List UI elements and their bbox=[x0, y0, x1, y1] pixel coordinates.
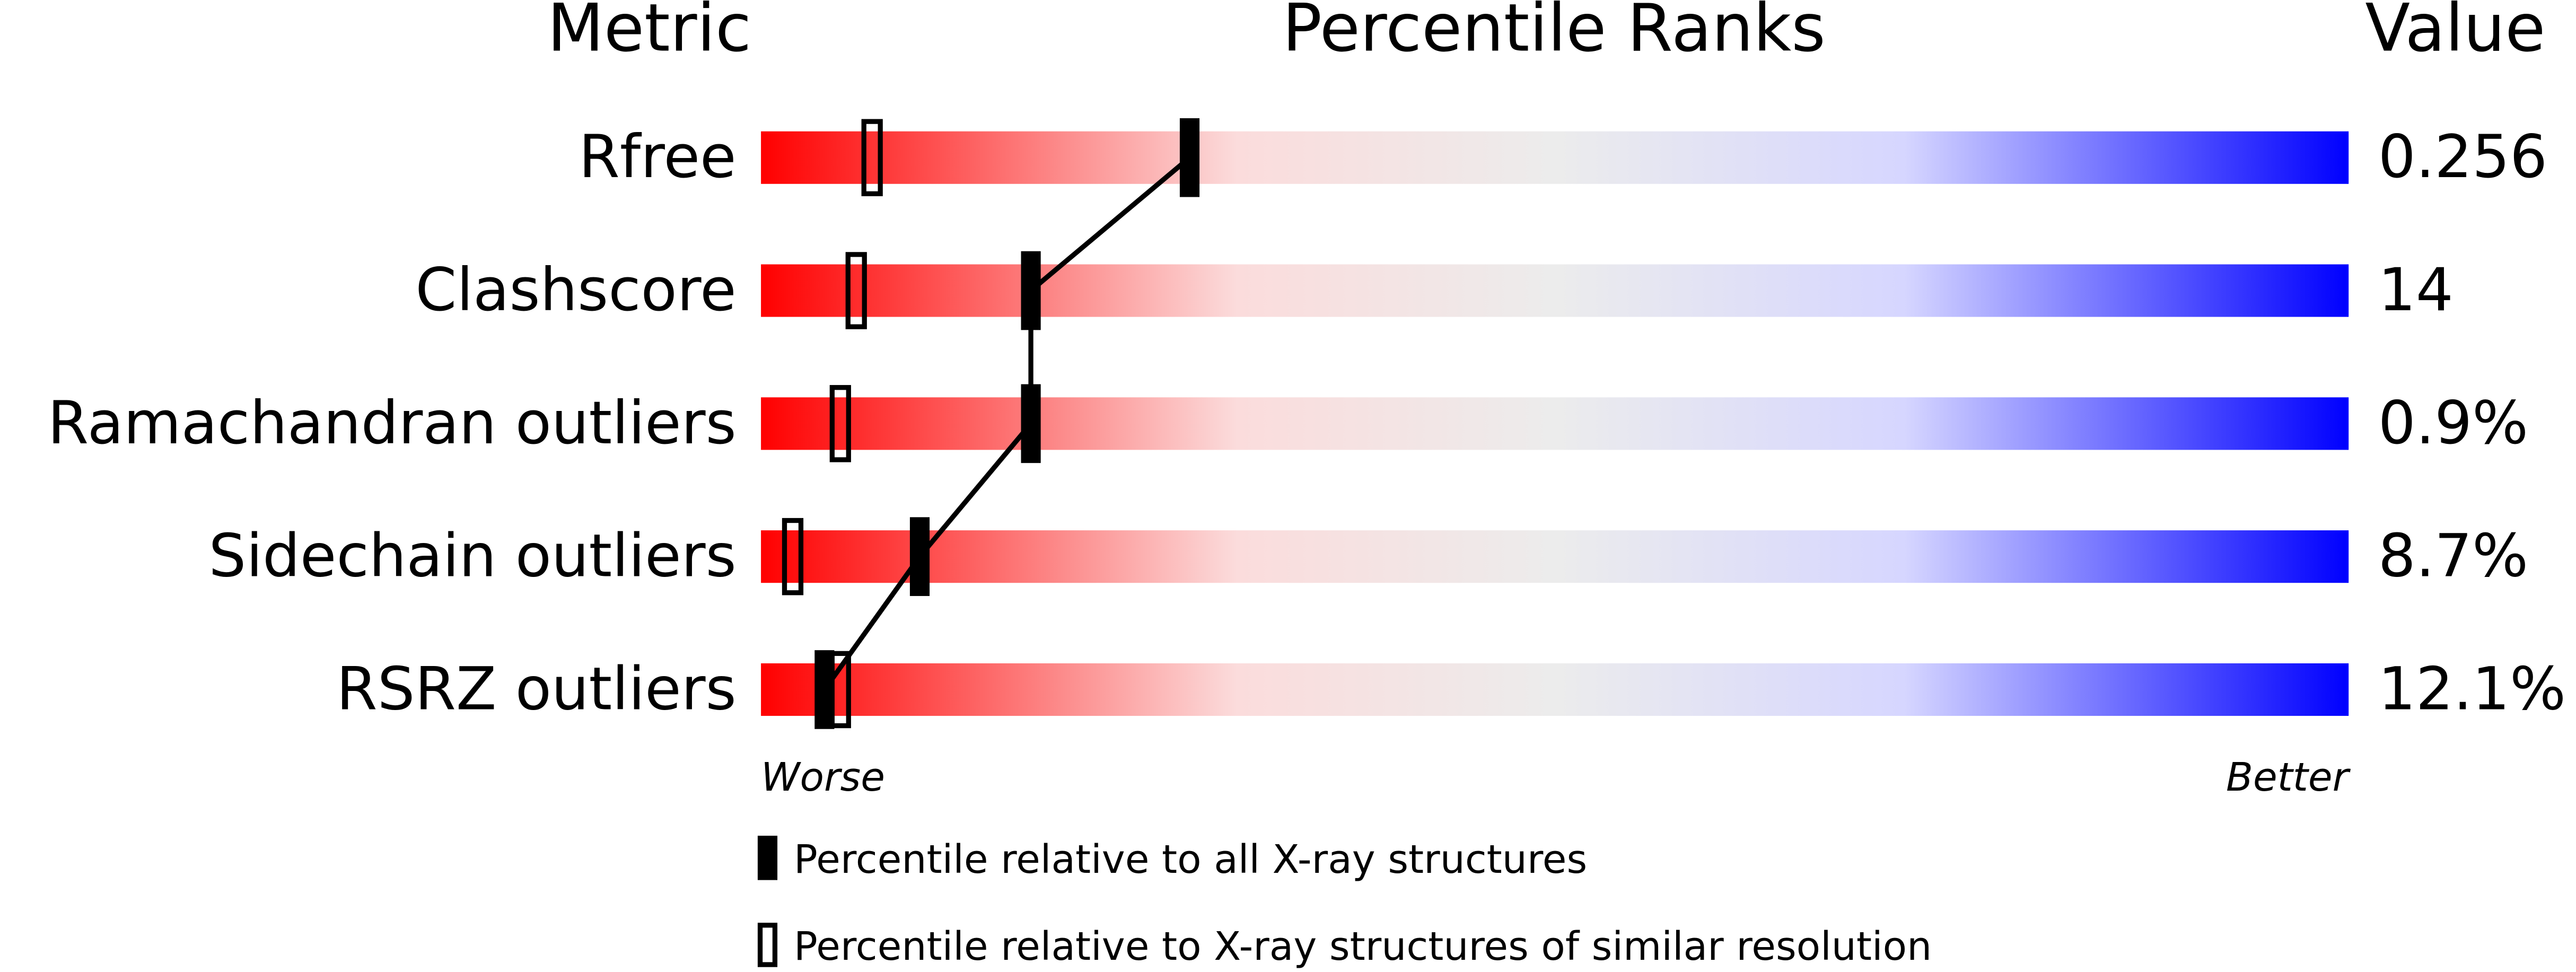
metric-label: Rfree bbox=[579, 123, 736, 191]
percentile-bar bbox=[761, 264, 2349, 317]
relative-marker bbox=[782, 518, 804, 596]
relative-marker bbox=[845, 252, 867, 329]
absolute-marker bbox=[1021, 384, 1041, 463]
chart-title: Percentile Ranks bbox=[1282, 0, 1825, 67]
relative-marker bbox=[861, 119, 883, 197]
absolute-marker bbox=[909, 517, 930, 596]
x-high-label: Better bbox=[2226, 754, 2351, 800]
percentile-bar bbox=[761, 663, 2349, 716]
metric-label: Ramachandran outliers bbox=[48, 389, 737, 458]
percentile-bar bbox=[761, 131, 2349, 184]
percentile-bar bbox=[761, 530, 2349, 583]
metric-value: 0.9% bbox=[2378, 389, 2528, 458]
legend-swatch-hollow bbox=[757, 923, 778, 967]
legend-swatch-filled bbox=[757, 836, 778, 880]
legend-label: Percentile relative to all X-ray structu… bbox=[794, 836, 1587, 882]
absolute-marker bbox=[1021, 251, 1041, 330]
metric-value: 8.7% bbox=[2378, 522, 2528, 591]
x-low-label: Worse bbox=[761, 754, 885, 800]
metric-value: 14 bbox=[2378, 256, 2454, 325]
metric-label: Clashscore bbox=[415, 256, 736, 325]
metric-value: 12.1% bbox=[2378, 655, 2566, 723]
metric-label: Sidechain outliers bbox=[208, 522, 736, 591]
percentile-bar bbox=[761, 397, 2349, 450]
relative-marker bbox=[829, 385, 851, 462]
absolute-marker bbox=[1179, 118, 1200, 197]
legend-label: Percentile relative to X-ray structures … bbox=[794, 923, 1932, 969]
metric-label: RSRZ outliers bbox=[336, 655, 736, 723]
metric-header: Metric bbox=[547, 0, 751, 67]
value-header: Value bbox=[2365, 0, 2545, 67]
metric-value: 0.256 bbox=[2378, 123, 2547, 191]
absolute-marker bbox=[814, 650, 835, 729]
